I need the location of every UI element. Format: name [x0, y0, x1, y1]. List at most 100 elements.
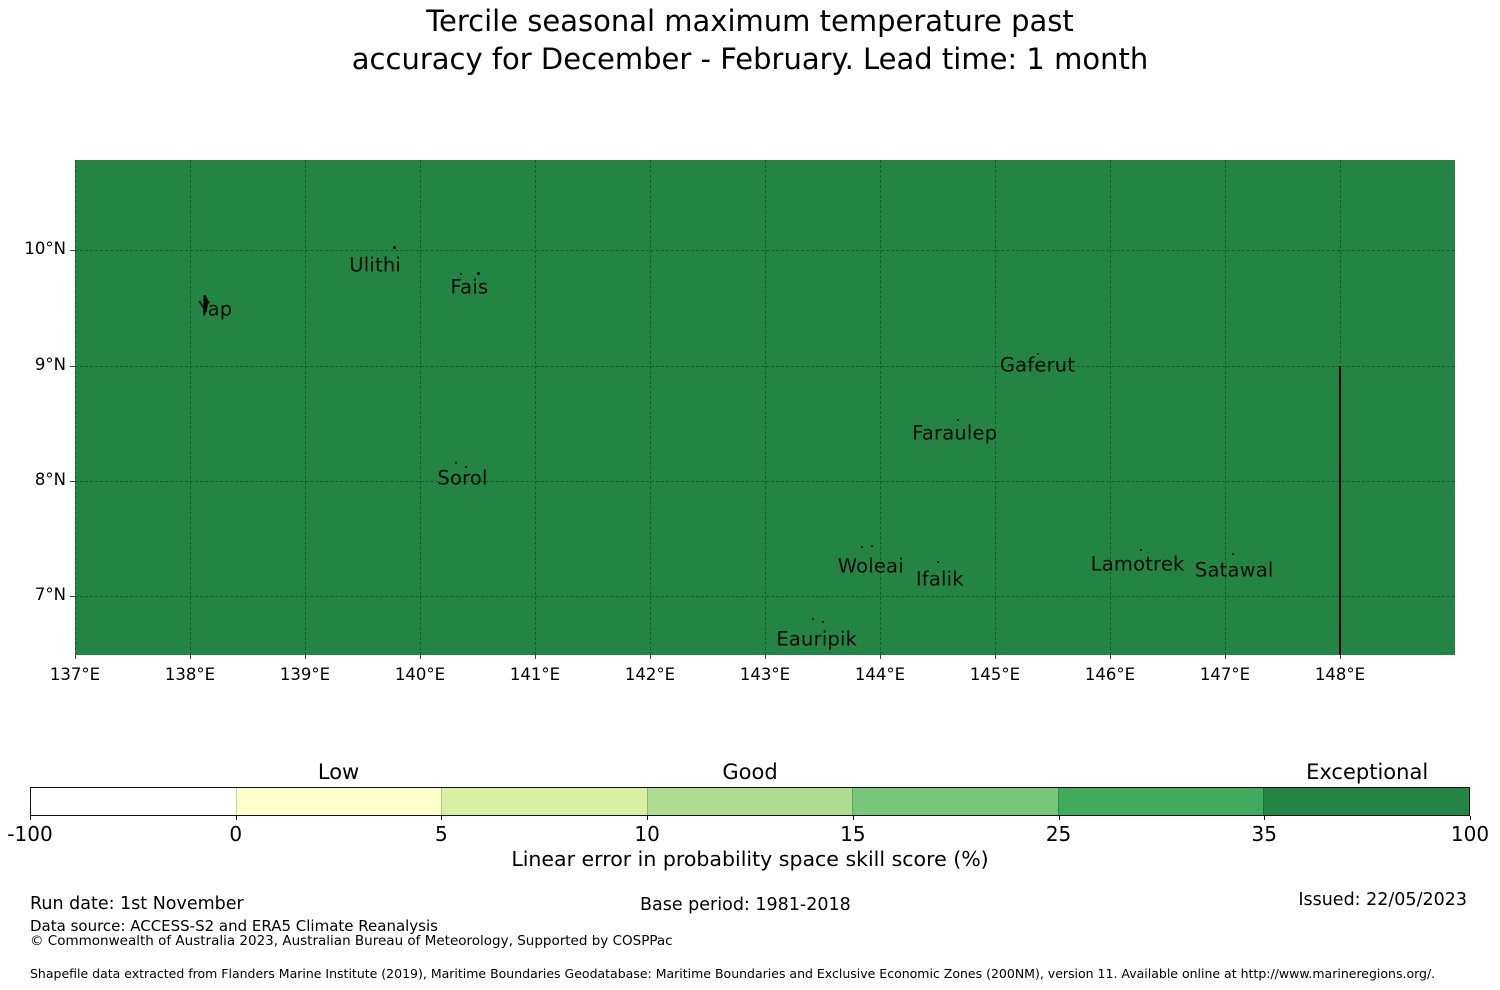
island-marker	[393, 245, 397, 249]
y-tick-mark	[70, 365, 75, 367]
x-tick-label: 145°E	[969, 665, 1021, 684]
island-label: Ifalik	[915, 567, 964, 591]
x-tick-label: 147°E	[1199, 665, 1251, 684]
x-tick-label: 138°E	[164, 665, 216, 684]
colorbar-segment	[31, 788, 236, 815]
colorbar-tick-mark	[647, 816, 649, 820]
x-tick-mark	[75, 655, 76, 659]
x-tick-label: 143°E	[739, 665, 791, 684]
y-tick-label: 7°N	[34, 585, 66, 605]
island-marker	[1232, 552, 1235, 555]
x-tick-mark	[535, 655, 536, 659]
gridline-meridian	[1110, 160, 1111, 655]
island-label: Woleai	[837, 554, 904, 578]
page-title: Tercile seasonal maximum temperature pas…	[0, 2, 1500, 78]
y-tick-label: 10°N	[24, 239, 66, 259]
issued-date-text: Issued: 22/05/2023	[1298, 890, 1467, 910]
shapefile-note-text: Shapefile data extracted from Flanders M…	[30, 966, 1436, 981]
gridline-meridian	[650, 160, 651, 655]
gridline-meridian	[1225, 160, 1226, 655]
island-marker	[454, 461, 457, 464]
gridline-meridian	[305, 160, 306, 655]
x-tick-mark	[1225, 655, 1226, 659]
island-label: Lamotrek	[1090, 552, 1185, 576]
x-tick-label: 148°E	[1314, 665, 1366, 684]
colorbar-zone-label: Low	[317, 760, 360, 784]
x-tick-mark	[995, 655, 996, 659]
y-tick-label: 9°N	[34, 354, 66, 374]
colorbar-segment	[852, 788, 1058, 815]
map-region-fill	[75, 160, 1455, 655]
x-tick-label: 142°E	[624, 665, 676, 684]
x-tick-mark	[650, 655, 651, 659]
gridline-meridian	[995, 160, 996, 655]
colorbar-tick-mark	[1470, 816, 1471, 820]
island-marker	[936, 560, 939, 563]
base-period-text: Base period: 1981-2018	[640, 895, 851, 915]
island-label: Sorol	[437, 466, 488, 489]
gridline-parallel	[75, 480, 1455, 482]
colorbar-tick-mark	[235, 816, 237, 820]
gridline-meridian	[190, 160, 191, 655]
island-marker	[821, 620, 824, 623]
y-tick-mark	[70, 596, 75, 598]
island-label: Satawal	[1194, 558, 1274, 582]
gridline-parallel	[75, 596, 1455, 598]
x-tick-label: 146°E	[1084, 665, 1136, 684]
data-source-text: Data source: ACCESS-S2 and ERA5 Climate …	[30, 917, 438, 935]
eez-boundary-line	[1339, 365, 1341, 655]
island-outline-yap	[197, 294, 213, 320]
gridline-meridian	[75, 160, 76, 655]
run-date-text: Run date: 1st November	[30, 894, 244, 914]
x-tick-label: 141°E	[509, 665, 561, 684]
x-tick-mark	[420, 655, 421, 659]
x-tick-mark	[765, 655, 766, 659]
copyright-text: © Commonwealth of Australia 2023, Austra…	[30, 933, 673, 949]
colorbar-tick-label: 0	[229, 822, 243, 846]
y-tick-mark	[70, 250, 75, 252]
colorbar-segment	[1263, 788, 1470, 815]
title-line-2: accuracy for December - February. Lead t…	[351, 42, 1149, 76]
gridline-meridian	[880, 160, 881, 655]
gridline-parallel	[75, 365, 1455, 367]
colorbar-zone-label: Good	[722, 760, 778, 784]
colorbar-tick-label: 35	[1251, 822, 1278, 846]
island-marker	[957, 418, 960, 421]
colorbar-tick-mark	[1058, 816, 1060, 820]
island-label: Fais	[450, 275, 489, 299]
x-tick-label: 139°E	[279, 665, 331, 684]
island-marker	[465, 466, 467, 469]
colorbar-segment	[1057, 788, 1264, 815]
title-line-1: Tercile seasonal maximum temperature pas…	[426, 4, 1074, 38]
colorbar-segment	[646, 788, 853, 815]
colorbar-segment	[441, 788, 647, 815]
gridline-parallel	[75, 250, 1455, 252]
gridline-meridian	[535, 160, 536, 655]
island-marker	[460, 272, 463, 275]
island-label: Gaferut	[999, 353, 1076, 377]
x-tick-mark	[1340, 655, 1341, 659]
gridline-meridian	[420, 160, 421, 655]
colorbar-tick-label: -100	[7, 822, 53, 846]
colorbar-tick-label: 5	[435, 822, 448, 846]
gridline-meridian	[765, 160, 766, 655]
island-label: Ulithi	[349, 253, 402, 277]
colorbar-tick-label: 100	[1450, 822, 1490, 846]
island-marker	[1140, 549, 1143, 552]
island-label: Eauripik	[776, 627, 858, 651]
island-marker	[860, 545, 863, 548]
x-tick-label: 144°E	[854, 665, 906, 684]
x-tick-label: 140°E	[394, 665, 446, 684]
colorbar-tick-mark	[30, 816, 31, 820]
colorbar-tick-mark	[441, 816, 443, 820]
colorbar-title: Linear error in probability space skill …	[511, 847, 989, 871]
y-tick-label: 8°N	[34, 469, 66, 489]
x-tick-label: 137°E	[49, 665, 101, 684]
colorbar-tick-label: 10	[634, 822, 660, 846]
island-label: Faraulep	[912, 421, 998, 445]
colorbar-zone-label: Exceptional	[1306, 760, 1429, 784]
x-tick-mark	[305, 655, 306, 659]
y-tick-mark	[70, 480, 75, 482]
colorbar	[30, 787, 1470, 816]
